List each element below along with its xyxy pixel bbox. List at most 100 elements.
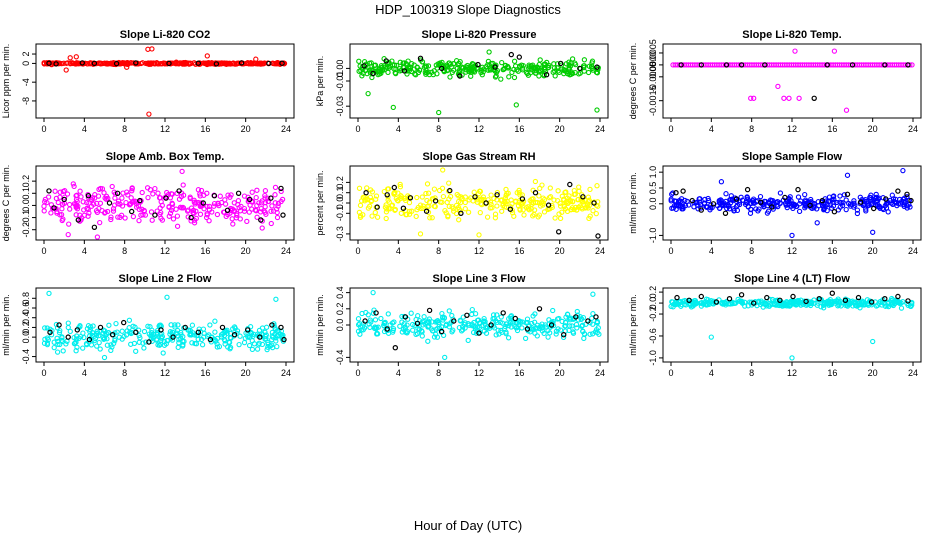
reference-point — [744, 186, 751, 193]
data-point — [508, 197, 514, 203]
data-point — [131, 340, 138, 347]
data-point — [94, 200, 100, 207]
reference-point — [402, 314, 409, 320]
outlier-point — [390, 104, 396, 111]
data-point — [674, 202, 680, 209]
data-point — [130, 213, 137, 220]
data-point — [492, 215, 499, 221]
data-point — [59, 335, 65, 341]
data-point — [71, 183, 77, 190]
data-point — [257, 60, 263, 66]
data-point — [187, 327, 193, 334]
data-point — [511, 213, 517, 219]
reference-point — [673, 189, 679, 196]
data-point — [442, 207, 448, 214]
reference-point — [543, 71, 550, 78]
data-point — [128, 201, 134, 207]
reference-point — [362, 318, 368, 324]
data-point — [406, 199, 413, 206]
y-tick-label: 0.00 — [335, 60, 345, 78]
series-points — [356, 49, 601, 116]
data-point — [829, 197, 835, 203]
data-point — [112, 336, 118, 342]
data-point — [503, 330, 509, 337]
reference-point — [722, 210, 729, 216]
data-point — [65, 320, 71, 326]
data-point — [423, 190, 429, 197]
data-point — [506, 74, 512, 80]
data-point — [557, 215, 564, 222]
data-point — [518, 319, 524, 325]
data-point — [385, 186, 391, 192]
reference-point — [516, 54, 523, 60]
x-tick-label: 4 — [709, 124, 714, 134]
outlier-point — [164, 294, 170, 300]
data-point — [576, 188, 582, 194]
x-axis-label: Hour of Day (UTC) — [413, 518, 523, 533]
data-point — [198, 187, 205, 194]
data-point — [81, 334, 87, 341]
data-point — [265, 344, 271, 350]
reference-point — [580, 194, 586, 200]
reference-point — [686, 297, 692, 303]
data-point — [477, 188, 484, 195]
data-point — [425, 338, 431, 344]
reference-point — [842, 297, 849, 303]
data-point — [101, 190, 107, 196]
reference-point — [195, 329, 201, 335]
outlier-point — [273, 296, 279, 302]
reference-point — [182, 324, 188, 331]
reference-point — [824, 62, 831, 68]
data-point — [241, 205, 248, 212]
data-point — [215, 200, 221, 206]
data-point — [458, 318, 464, 324]
data-point — [59, 217, 65, 224]
data-point — [145, 194, 151, 201]
data-point — [176, 340, 182, 346]
data-point — [213, 338, 219, 344]
data-point — [175, 344, 181, 351]
data-point — [705, 195, 711, 202]
y-tick-label: -0.3 — [335, 226, 345, 242]
data-point — [44, 199, 50, 206]
data-point — [136, 217, 142, 224]
data-point — [139, 189, 145, 196]
data-point — [44, 341, 51, 348]
data-point — [193, 215, 199, 222]
reference-point — [871, 205, 877, 212]
y-axis-label: ml/min per min. — [628, 172, 638, 234]
data-point — [793, 301, 800, 308]
reference-points — [673, 186, 914, 216]
data-point — [278, 188, 284, 195]
data-point — [784, 303, 790, 309]
data-point — [66, 221, 72, 227]
data-point — [516, 190, 523, 196]
data-point — [775, 199, 781, 205]
data-point — [222, 197, 228, 203]
plot-frame — [662, 43, 922, 119]
reference-point — [795, 186, 801, 193]
data-point — [198, 336, 205, 343]
data-point — [897, 300, 903, 307]
data-point — [849, 298, 856, 304]
data-point — [155, 190, 161, 196]
reference-point — [844, 191, 851, 197]
reference-point — [266, 60, 272, 67]
y-tick-label: 0.2 — [335, 176, 345, 189]
reference-point — [106, 200, 113, 206]
y-tick-label: -0.2 — [21, 222, 31, 238]
data-point — [523, 320, 530, 326]
data-point — [180, 342, 186, 348]
data-point — [546, 317, 552, 323]
reference-point — [74, 327, 81, 333]
reference-point — [507, 206, 513, 212]
data-point — [431, 203, 438, 209]
data-point — [110, 208, 117, 214]
reference-point — [849, 62, 856, 68]
reference-point — [51, 205, 57, 211]
data-point — [440, 193, 447, 200]
data-point — [113, 320, 119, 327]
data-point — [893, 200, 899, 206]
x-tick-label: 12 — [160, 246, 170, 256]
